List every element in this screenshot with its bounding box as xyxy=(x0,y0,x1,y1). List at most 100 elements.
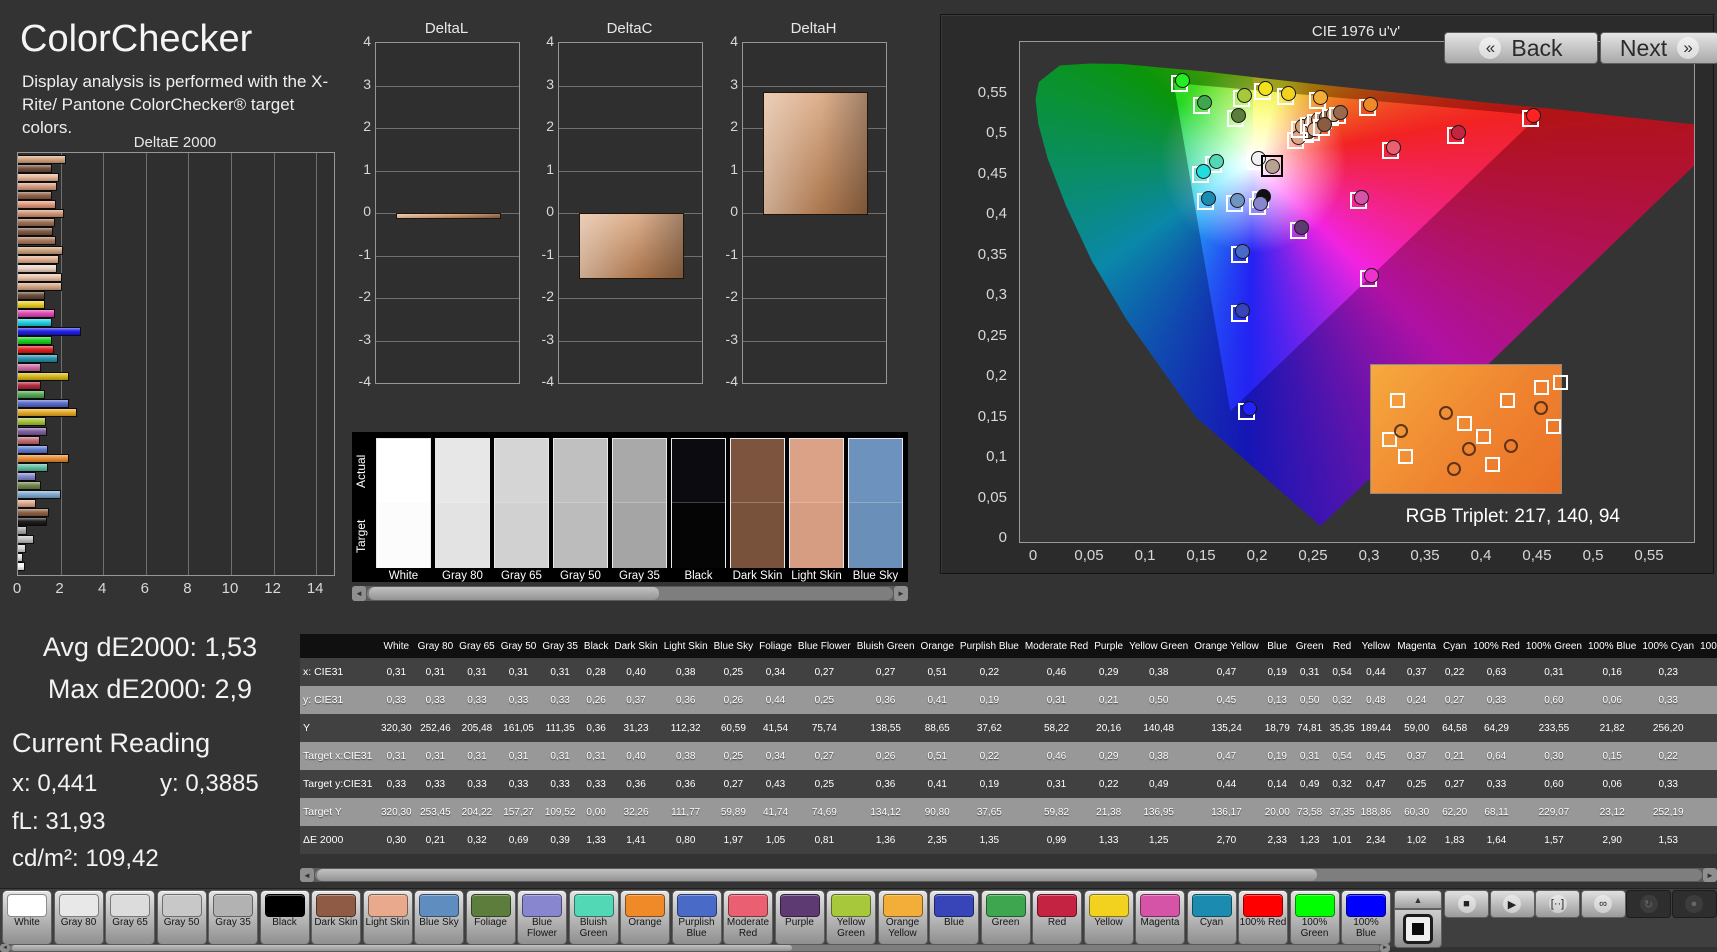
palette-button-label: White xyxy=(14,917,40,928)
column-header: Purplish Blue xyxy=(956,634,1022,658)
table-header-row: White Gray 80 Gray 65 Gray 50 Gray 35 Black Da… xyxy=(300,634,1717,658)
table-cell: 0,31 xyxy=(456,742,498,770)
palette-button-red[interactable]: Red xyxy=(1032,890,1082,945)
deltaE-x-tick-label: 2 xyxy=(55,580,64,597)
stop-button[interactable]: ■ xyxy=(1444,890,1489,918)
palette-button-green[interactable]: Green xyxy=(980,890,1031,945)
swatch-actual xyxy=(731,439,784,502)
back-button[interactable]: « Back xyxy=(1444,32,1598,64)
table-cell: 0,51 xyxy=(917,658,957,686)
cie-measured-dot xyxy=(1196,95,1212,111)
palette-button-blue-flower[interactable]: Blue Flower xyxy=(517,890,567,945)
palette-button-100-blue[interactable]: 100% Blue xyxy=(1341,890,1391,945)
palette-button-gray-80[interactable]: Gray 80 xyxy=(53,890,104,945)
table-cell: 0,30 xyxy=(378,826,415,854)
palette-scrollbar[interactable]: ◄ ► xyxy=(0,944,1390,952)
swatch-label: White xyxy=(388,570,419,582)
palette-button-foliage[interactable]: Foliage xyxy=(465,890,516,945)
palette-button-blue-sky[interactable]: Blue Sky xyxy=(414,890,464,945)
palette-button-moderate-red[interactable]: Moderate Red xyxy=(723,890,773,945)
palette-button-orange-yellow[interactable]: Orange Yellow xyxy=(877,890,928,945)
delta-y-tick-label: 0 xyxy=(546,203,554,219)
scroll-right-icon[interactable]: ► xyxy=(894,586,908,601)
deltaE-bar xyxy=(18,345,54,355)
scroll-left-icon[interactable]: ◄ xyxy=(300,868,314,882)
palette-button-magenta[interactable]: Magenta xyxy=(1135,890,1185,945)
palette-button-blue[interactable]: Blue xyxy=(929,890,979,945)
deltaE-bar xyxy=(18,299,45,309)
palette-button-100-green[interactable]: 100% Green xyxy=(1289,890,1340,945)
table-cell: 1,35 xyxy=(956,826,1022,854)
table-cell: 0,47 xyxy=(1191,658,1262,686)
palette-button-purple[interactable]: Purple xyxy=(774,890,825,945)
table-cell: 1,83 xyxy=(1439,826,1471,854)
table-cell: 136,95 xyxy=(1126,798,1192,826)
table-cell: 0,22 xyxy=(1439,658,1471,686)
color-chip xyxy=(419,894,459,917)
table-cell: 1,97 xyxy=(710,826,757,854)
table-row: y: CIE31 0,33 0,33 0,33 0,33 0,33 0,26 0,37 0,36… xyxy=(300,686,1717,714)
palette-button-orange[interactable]: Orange xyxy=(620,890,670,945)
palette-button-label: 100% Green xyxy=(1300,917,1329,939)
swatch-label: Black xyxy=(684,570,713,582)
cie-measured-dot xyxy=(1237,87,1253,103)
palette-button-bluish-green[interactable]: Bluish Green xyxy=(568,890,619,945)
patch-window-button[interactable] xyxy=(1394,909,1442,948)
table-scrollbar[interactable]: ◄ ► xyxy=(300,868,1717,882)
step-button[interactable]: [··] xyxy=(1535,890,1580,918)
cie-y-tick-label: 0,4 xyxy=(986,205,1007,222)
delta-y-tick-label: -3 xyxy=(541,330,554,347)
palette-up-button[interactable]: ▲ xyxy=(1394,890,1442,909)
delta-gridline xyxy=(376,340,519,342)
rgb-triplet-readout: RGB Triplet: 217, 140, 94 xyxy=(1405,506,1620,527)
cie-points-layer xyxy=(1020,42,1694,542)
cie-y-tick-label: 0,05 xyxy=(977,488,1007,506)
table-cell: 0,36 xyxy=(853,770,918,798)
table-cell: 0,50 xyxy=(1292,686,1327,714)
loop-button[interactable]: ∞ xyxy=(1580,890,1626,918)
scroll-left-icon[interactable]: ◄ xyxy=(352,586,366,601)
palette-button-white[interactable]: White xyxy=(2,890,52,945)
table-cell: 0,31 xyxy=(539,742,581,770)
table-cell: 204,22 xyxy=(456,798,498,826)
next-button[interactable]: Next » xyxy=(1600,32,1717,64)
palette-button-cyan[interactable]: Cyan xyxy=(1186,890,1237,945)
table-cell: 0,06 xyxy=(1585,770,1640,798)
table-cell: 73,58 xyxy=(1292,798,1327,826)
palette-button-label: Purple xyxy=(785,917,814,928)
swatch-actual xyxy=(554,439,607,502)
palette-button-purplish-blue[interactable]: Purplish Blue xyxy=(671,890,722,945)
table-scroll-thumb[interactable] xyxy=(317,869,1317,881)
play-button[interactable]: ▶ xyxy=(1489,890,1535,918)
swatch-target xyxy=(849,502,902,568)
scroll-right-icon[interactable]: ► xyxy=(1380,944,1390,952)
palette-button-gray-35[interactable]: Gray 35 xyxy=(208,890,258,945)
palette-button-gray-65[interactable]: Gray 65 xyxy=(105,890,155,945)
palette-button-yellow[interactable]: Yellow xyxy=(1083,890,1134,945)
delta-gridline xyxy=(743,255,886,257)
table-cell: 0,33 xyxy=(414,686,457,714)
table-cell: 0,44 xyxy=(1357,658,1395,686)
palette-button-yellow-green[interactable]: Yellow Green xyxy=(826,890,876,945)
palette-scroll-thumb[interactable] xyxy=(12,945,792,951)
scroll-left-icon[interactable]: ◄ xyxy=(0,944,10,952)
palette-button-light-skin[interactable]: Light Skin xyxy=(362,890,413,945)
color-chip xyxy=(1140,894,1180,917)
palette-button-100-red[interactable]: 100% Red xyxy=(1238,890,1288,945)
scroll-right-icon[interactable]: ► xyxy=(1703,868,1717,882)
swatch-strip-scroll-thumb[interactable] xyxy=(369,587,659,600)
table-cell: 0,33 xyxy=(1639,686,1698,714)
swatch-label: Dark Skin xyxy=(732,570,783,582)
table-cell: 0,33 xyxy=(456,686,498,714)
palette-button-black[interactable]: Black xyxy=(259,890,310,945)
delta-y-tick-label: 0 xyxy=(363,203,371,219)
inset-target-square xyxy=(1485,457,1500,473)
swatch-box xyxy=(435,438,490,568)
table-cell: 0,36 xyxy=(660,770,711,798)
palette-button-dark-skin[interactable]: Dark Skin xyxy=(311,890,361,945)
swatch-cell: Black xyxy=(671,438,726,582)
row-label: Target x:CIE31 xyxy=(300,742,378,770)
swatch-strip-scrollbar[interactable]: ◄ ► xyxy=(352,586,908,601)
palette-button-gray-50[interactable]: Gray 50 xyxy=(156,890,207,945)
table-cell: 0,25 xyxy=(710,658,757,686)
